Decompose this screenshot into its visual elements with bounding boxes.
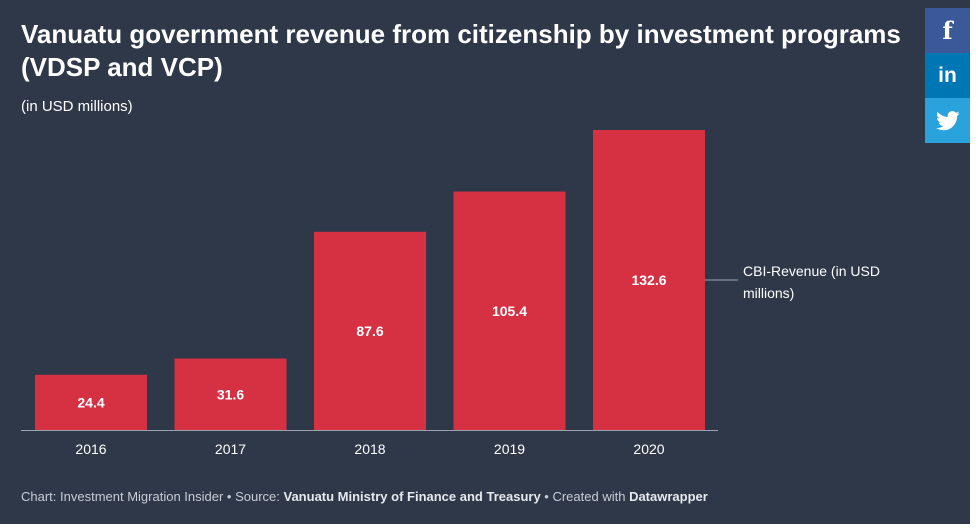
x-tick-label: 2020 xyxy=(633,441,664,457)
twitter-share-button[interactable] xyxy=(925,98,970,143)
bar-value-label: 105.4 xyxy=(492,303,527,319)
bar-value-label: 31.6 xyxy=(217,386,244,402)
bar-chart: 24.4 2016 31.6 2017 87.6 2018 105.4 2019 132.6 20… xyxy=(21,130,880,457)
bar-value-label: 87.6 xyxy=(356,323,383,339)
bar-2016 xyxy=(35,374,147,430)
footer-tool: Datawrapper xyxy=(629,489,708,504)
social-share-bar: f in xyxy=(925,8,970,143)
footer-created-with: • Created with xyxy=(540,489,630,504)
x-tick-label: 2018 xyxy=(354,441,385,457)
bar-value-label: 24.4 xyxy=(77,394,104,410)
bar-2018 xyxy=(314,231,426,430)
chart-footer: Chart: Investment Migration Insider • So… xyxy=(21,488,708,506)
facebook-share-button[interactable]: f xyxy=(925,8,970,53)
x-tick-label: 2017 xyxy=(215,441,246,457)
series-label: CBI-Revenue (in USD millions) xyxy=(743,263,880,301)
linkedin-icon: in xyxy=(938,63,957,87)
x-tick-label: 2016 xyxy=(75,441,106,457)
bar-2020 xyxy=(593,130,705,430)
bar-2019 xyxy=(453,191,566,430)
footer-credit: Chart: Investment Migration Insider • So… xyxy=(21,489,284,504)
twitter-icon xyxy=(935,110,960,130)
linkedin-share-button[interactable]: in xyxy=(925,53,970,98)
facebook-icon: f xyxy=(942,16,953,45)
chart-card: Vanuatu government revenue from citizens… xyxy=(0,0,970,524)
chart-title: Vanuatu government revenue from citizens… xyxy=(21,19,901,82)
chart-subtitle: (in USD millions) xyxy=(21,98,133,115)
footer-source: Vanuatu Ministry of Finance and Treasury xyxy=(283,489,541,504)
bar-value-label: 132.6 xyxy=(631,272,666,288)
bar-2017 xyxy=(174,358,287,430)
x-tick-label: 2019 xyxy=(494,441,525,457)
